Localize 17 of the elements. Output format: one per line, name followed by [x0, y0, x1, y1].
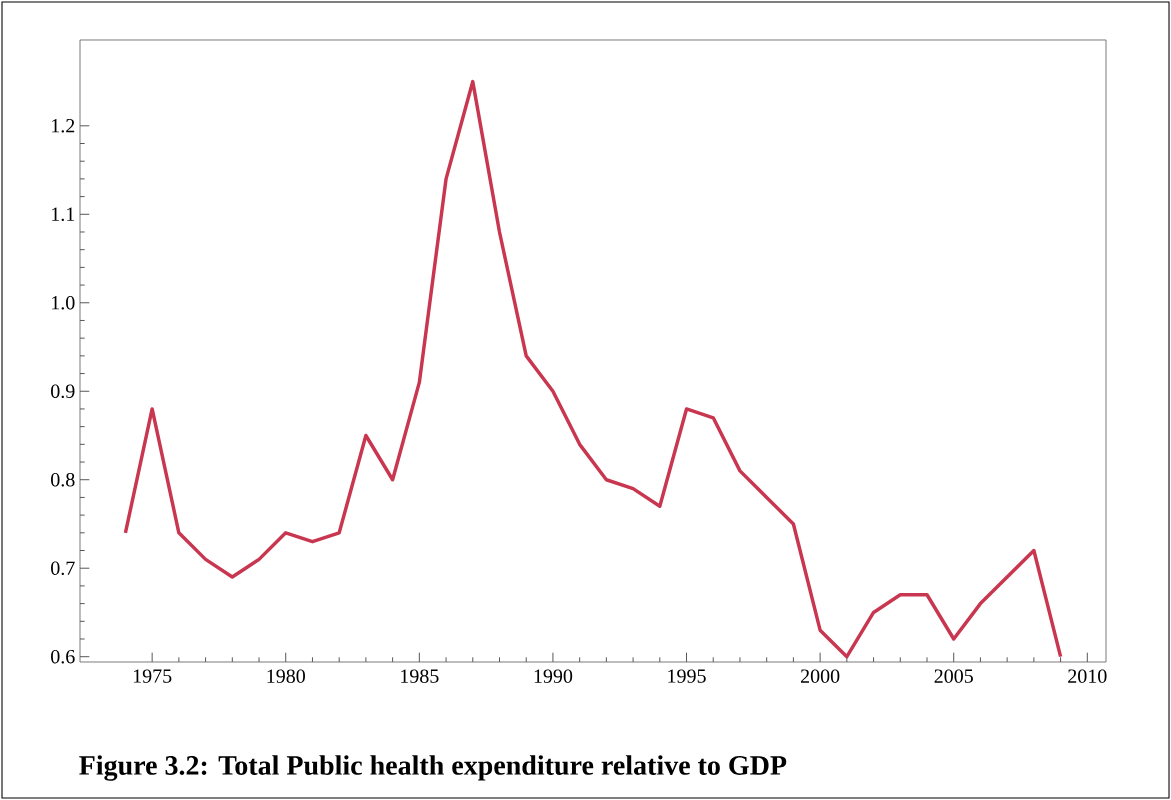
y-tick-label: 0.7 — [51, 561, 75, 576]
x-tick-label: 1975 — [133, 669, 172, 683]
y-tick-label: 1.1 — [52, 207, 75, 222]
x-tick-label: 1990 — [534, 669, 573, 683]
y-tick-label: 0.8 — [51, 472, 75, 487]
y-tick-label: 0.9 — [51, 384, 75, 399]
y-tick-label: 1.2 — [52, 119, 75, 133]
x-tick-label: 1985 — [401, 669, 439, 683]
text: Figure 3.2: Total Public health expenditure relative to GDP — [79, 755, 787, 781]
x-tick-label: 2005 — [934, 669, 973, 683]
x-tick-label: 1980 — [267, 669, 305, 683]
x-tick-label: 2000 — [800, 669, 840, 683]
y-tick-label: 1.0 — [52, 295, 75, 310]
x-tick-label: 1995 — [668, 669, 706, 683]
line-series — [123, 79, 1063, 659]
x-tick-label: 2010 — [1068, 669, 1107, 683]
y-tick-label: 0.6 — [51, 649, 75, 664]
